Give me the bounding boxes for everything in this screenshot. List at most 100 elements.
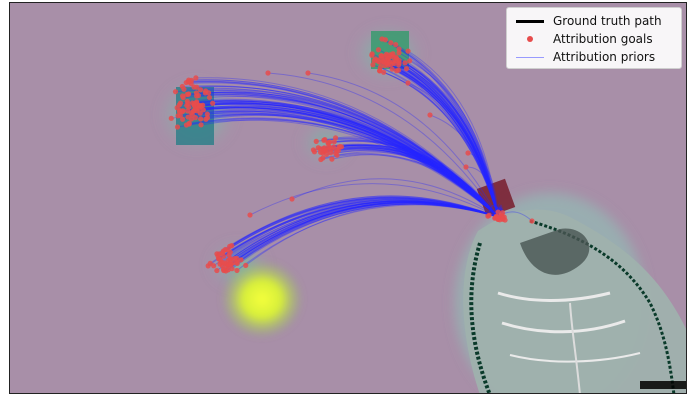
prior-curve [191,82,499,218]
goal-point [289,196,295,202]
prior-curve [249,183,499,218]
prior-curve [207,200,499,267]
prior-curve [331,146,499,218]
prior-curve [335,136,499,218]
prior-curve [327,140,499,218]
goal-point [226,261,232,267]
prior-curve [188,92,499,218]
goal-point [184,102,190,109]
prior-curve [180,100,499,218]
goal-point [221,253,227,259]
yellow-object [220,259,304,339]
prior-curve [320,148,499,218]
goal-point [305,70,311,76]
prior-curve [180,110,499,218]
prior-curve [390,42,499,218]
prior-curve [390,54,499,218]
prior-curve [381,55,499,218]
prior-curve [217,198,499,257]
prior-curve [189,117,499,218]
prior-curve [218,197,499,255]
scene-object [463,209,686,393]
legend-item-ground-truth: Ground truth path [513,12,675,30]
goal-point [386,59,393,65]
prior-curve [196,100,499,218]
attribution-goals-points [168,36,535,274]
legend-item-goals: Attribution goals [513,30,675,48]
red-dot-icon [513,30,547,48]
prior-curve [194,102,499,218]
goal-point [370,62,376,68]
prior-curve [338,147,499,218]
goal-point [427,112,433,118]
prior-curve [393,63,499,218]
prior-curve [223,203,499,270]
prior-curve [392,53,499,218]
goal-point [210,100,216,106]
prior-curve [231,203,499,270]
prior-curve [189,81,499,218]
prior-curve [192,100,499,218]
prior-curve [209,96,499,218]
prior-curve [225,196,499,250]
prior-curve [183,87,499,218]
goal-point [313,138,319,144]
goal-point [243,262,249,268]
prior-curve [228,202,499,266]
prior-curve [267,72,499,218]
prior-curve [222,197,499,254]
goal-point [329,156,335,162]
prior-curve [179,107,499,218]
goal-point [331,139,337,145]
goal-point [495,209,501,215]
goal-point [495,216,501,222]
prior-curve [188,103,499,218]
prior-curve [398,69,499,218]
goal-point [204,111,210,117]
prior-curve [392,68,499,218]
prior-curve [227,203,499,271]
goal-point [334,152,340,158]
prior-curve [186,81,499,218]
prior-curve [182,106,499,218]
prior-curve [177,110,499,218]
prior-curve [196,91,499,218]
prior-curve [407,50,499,218]
prior-curve [205,91,499,218]
prior-curve [291,178,499,218]
goal-point [389,66,395,72]
prior-curve [229,200,499,260]
prior-curve [380,57,499,218]
prior-curve [196,99,499,218]
prior-curve [338,144,499,218]
prior-curve [336,151,499,218]
prior-curve [329,144,499,218]
prior-curve [331,154,499,218]
prior-curve [372,64,499,218]
prior-curve [396,57,499,218]
prior-curve [197,107,499,218]
prior-curve [193,107,499,218]
prior-curve [398,64,499,218]
goal-point [465,150,471,156]
prior-curve [328,140,499,218]
prior-curve [230,201,499,265]
prior-curve [395,56,499,218]
goal-point [197,110,203,116]
goal-point [207,260,213,266]
prior-curve [196,86,499,218]
prior-curve [307,72,499,218]
prior-curve [384,65,499,218]
goal-point [381,69,387,75]
goal-point [379,36,385,42]
goal-point [328,150,334,156]
prior-curve [218,199,499,260]
goal-point [320,146,326,152]
goal-point [393,68,400,74]
prior-curve [179,101,499,218]
prior-curve [194,102,499,218]
prior-curve [194,100,499,218]
legend-item-priors: Attribution priors [513,48,675,66]
prior-curve [188,112,499,218]
prior-curve [382,60,499,218]
